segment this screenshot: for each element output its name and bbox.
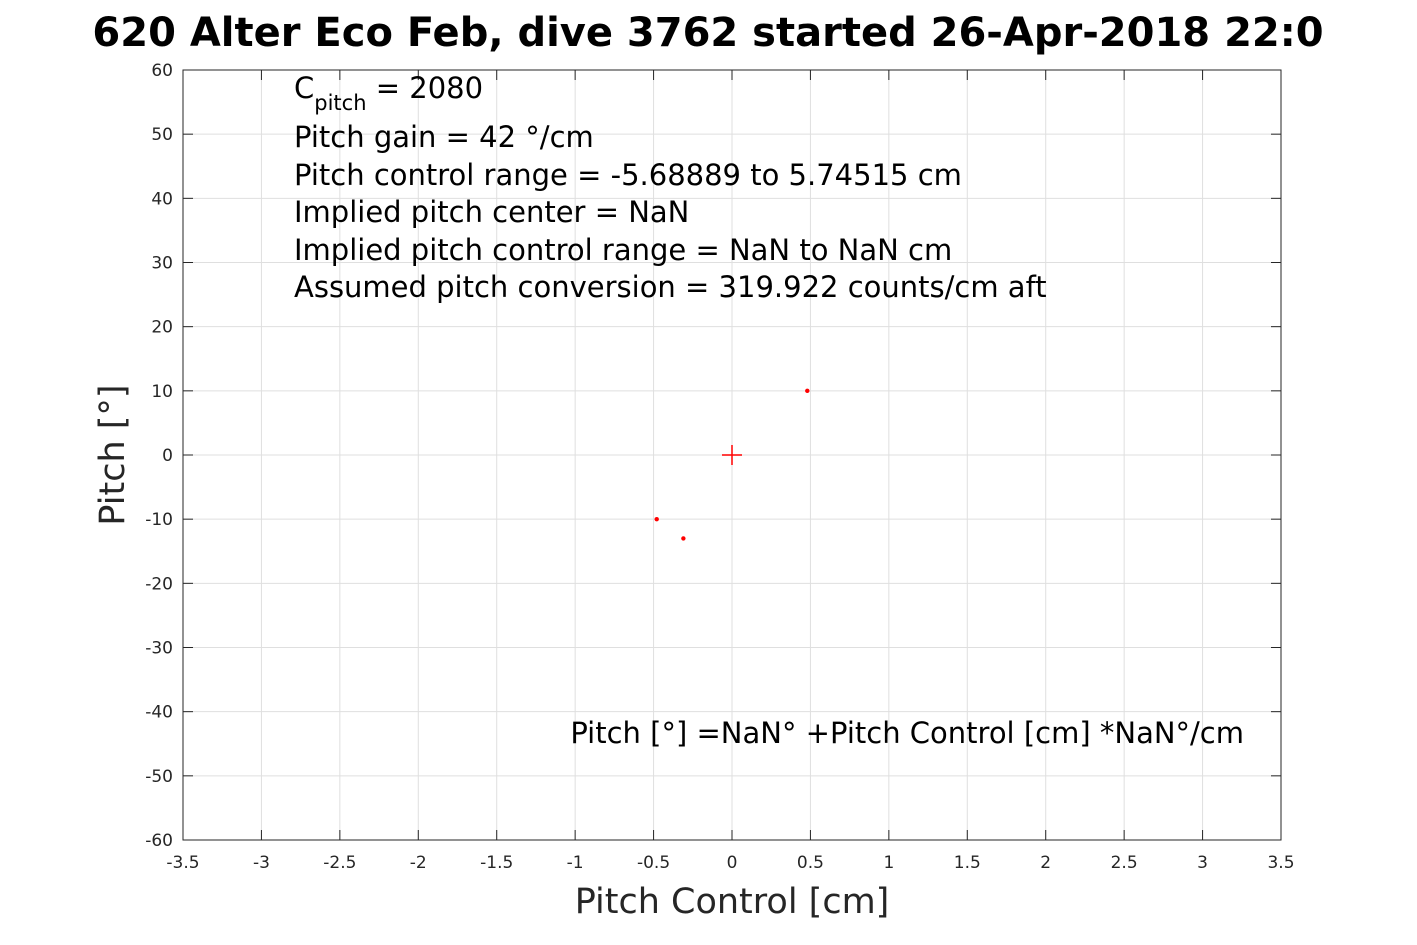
y-tick-label: -30 [145, 639, 173, 659]
x-tick-label: 2.5 [1111, 853, 1138, 873]
x-tick-label: -3 [253, 853, 270, 873]
y-tick-label: -10 [145, 510, 173, 530]
y-tick-label: 50 [151, 125, 173, 145]
axis-ticks [182, 69, 1282, 841]
x-tick-label: -0.5 [637, 853, 670, 873]
data-series [654, 388, 810, 541]
tick-labels: -3.5 -3 -2.5 -2 -1.5 -1 -0.5 0 0.5 1 1.5 2 2.5 3 3.5 60… [145, 61, 1294, 873]
pitch-gain-annotation: Pitch gain = 42 °/cm [294, 120, 594, 154]
chart-title: 620 Alter Eco Feb, dive 3762 started 26-… [92, 10, 1323, 56]
x-tick-label: 2 [1040, 853, 1051, 873]
y-tick-label: -20 [145, 574, 173, 594]
y-tick-label: 60 [151, 61, 173, 81]
y-tick-label: 40 [151, 189, 173, 209]
y-tick-label: 30 [151, 254, 173, 274]
y-tick-label: -50 [145, 767, 173, 787]
annotations: Cpitch = 2080 Pitch gain = 42 °/cm Pitch… [294, 71, 1244, 750]
implied-pitch-control-range-annotation: Implied pitch control range = NaN to NaN… [294, 233, 952, 267]
y-tick-label: -60 [145, 831, 173, 851]
implied-pitch-center-annotation: Implied pitch center = NaN [294, 195, 689, 229]
x-tick-label: -3.5 [166, 853, 199, 873]
data-point [654, 516, 659, 522]
x-tick-label: -2 [410, 853, 427, 873]
x-tick-label: -1.5 [480, 853, 513, 873]
y-tick-label: 10 [151, 382, 173, 402]
x-tick-label: 1 [883, 853, 894, 873]
fit-equation-annotation: Pitch [°] =NaN° +Pitch Control [cm] *NaN… [570, 716, 1244, 750]
assumed-pitch-conversion-annotation: Assumed pitch conversion = 319.922 count… [294, 270, 1047, 304]
x-tick-label: 0 [727, 853, 738, 873]
x-tick-label: 0.5 [797, 853, 824, 873]
grid [182, 69, 1282, 841]
y-tick-label: 20 [151, 318, 173, 338]
y-tick-label: 0 [162, 446, 173, 466]
y-axis-label: Pitch [°] [93, 384, 133, 525]
x-tick-label: 3 [1197, 853, 1208, 873]
c-pitch-annotation: Cpitch = 2080 [294, 71, 483, 115]
pitch-control-range-annotation: Pitch control range = -5.68889 to 5.7451… [294, 158, 962, 192]
data-point [681, 536, 686, 541]
c-pitch-value: = 2080 [367, 71, 484, 105]
data-point [805, 388, 810, 394]
x-tick-label: -2.5 [323, 853, 356, 873]
x-tick-label: -1 [567, 853, 584, 873]
x-tick-label: 3.5 [1267, 853, 1294, 873]
c-pitch-symbol: C [294, 71, 314, 105]
x-axis-label: Pitch Control [cm] [575, 882, 890, 922]
c-pitch-subscript: pitch [314, 91, 366, 115]
center-cross-marker [722, 445, 742, 465]
x-tick-label: 1.5 [954, 853, 981, 873]
y-tick-label: -40 [145, 703, 173, 723]
